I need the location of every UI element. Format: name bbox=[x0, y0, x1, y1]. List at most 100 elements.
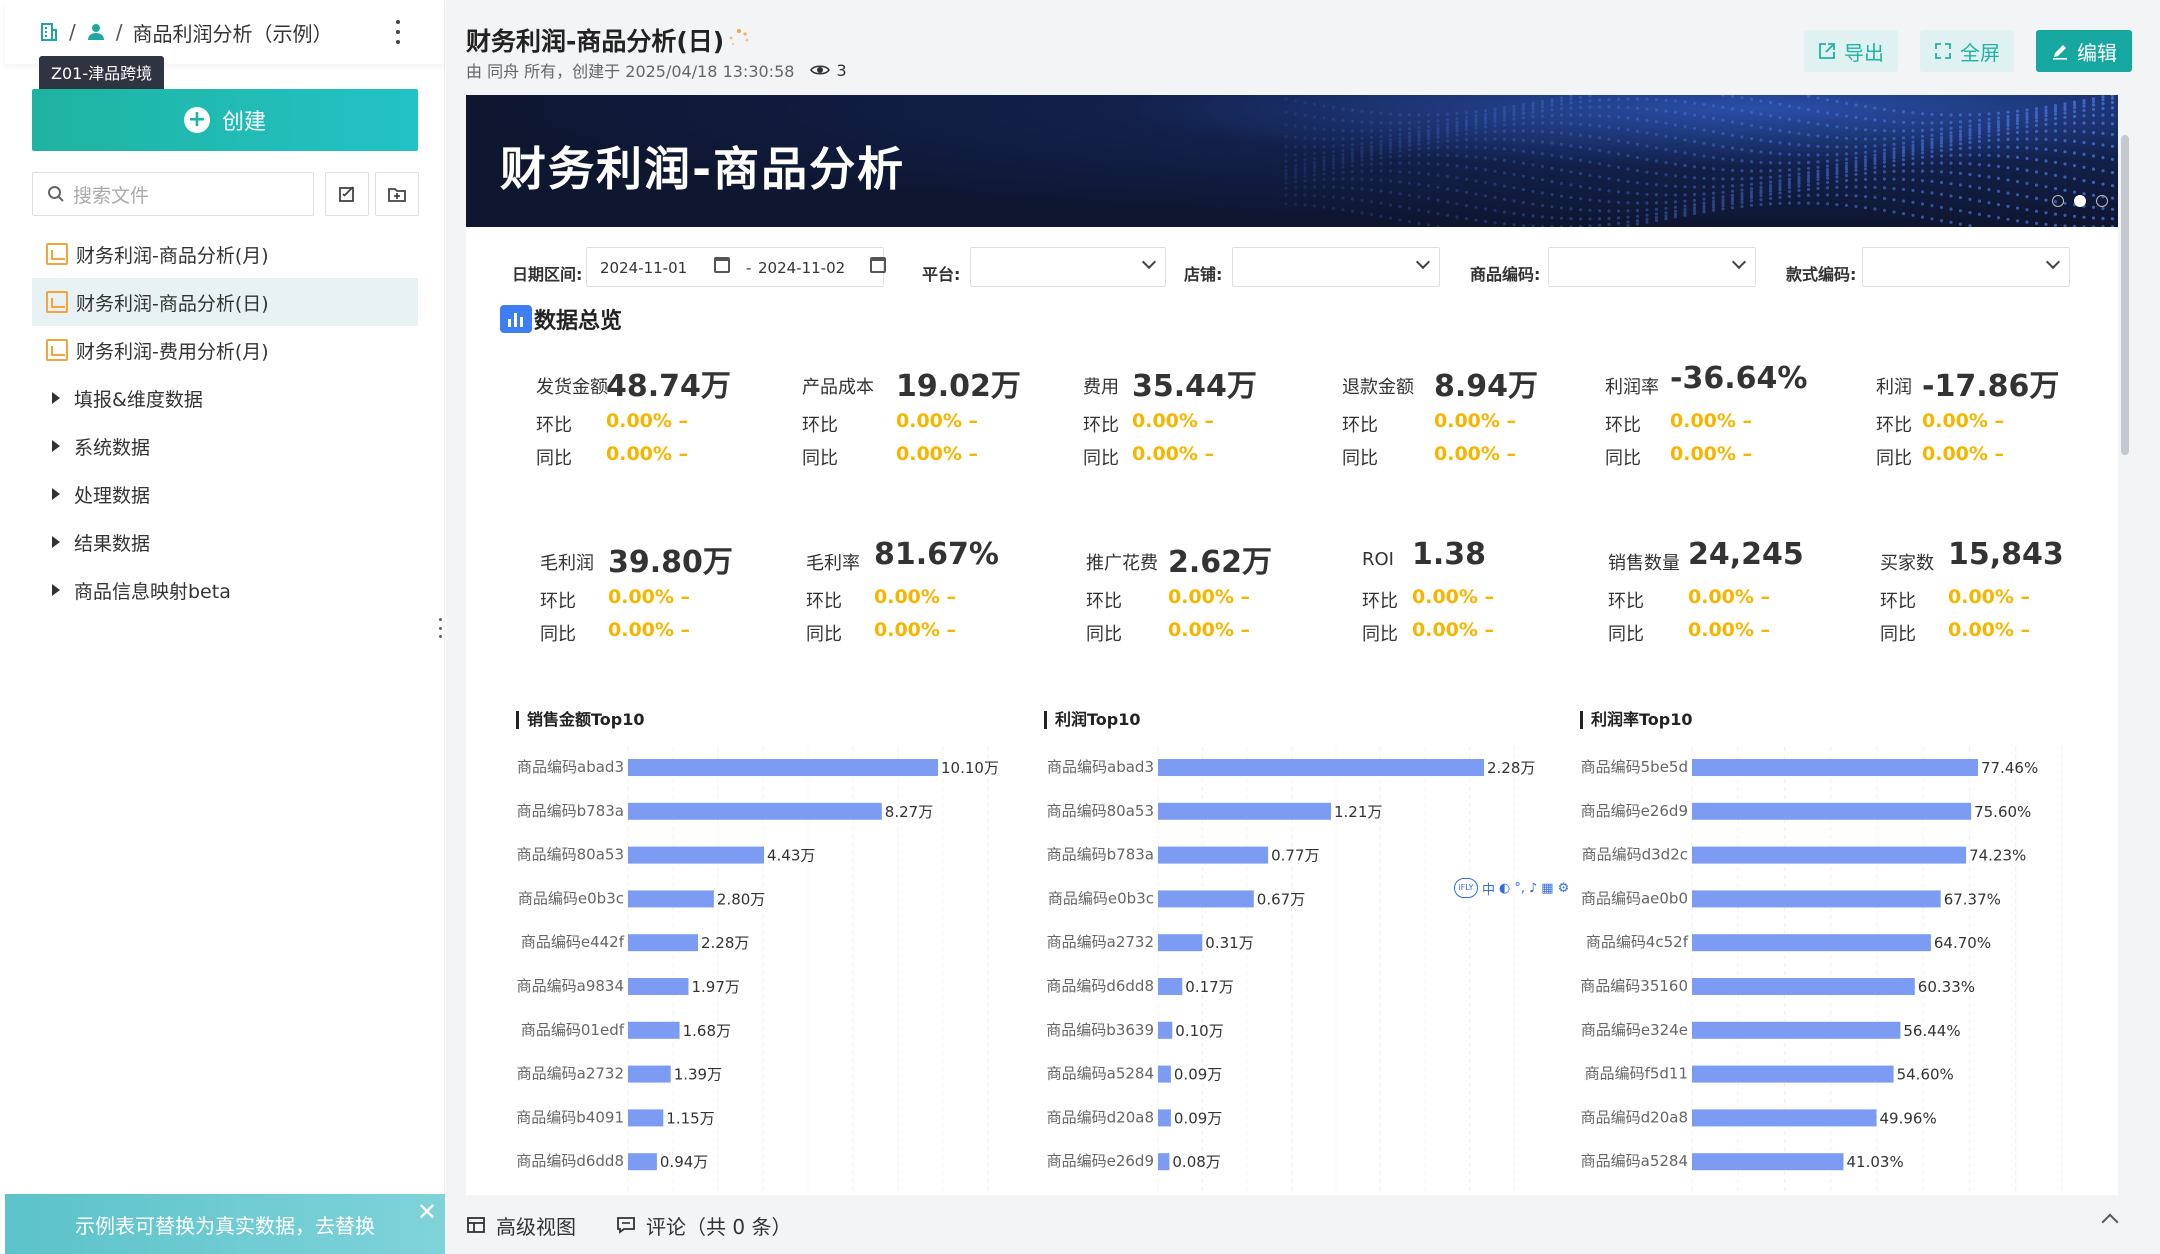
chart-bar[interactable] bbox=[628, 1153, 657, 1171]
chart-bar[interactable] bbox=[1692, 934, 1931, 952]
chart-bar[interactable] bbox=[628, 846, 764, 864]
banner-carousel-indicator[interactable] bbox=[2052, 195, 2108, 207]
search-input[interactable]: 搜索文件 bbox=[32, 172, 314, 216]
sample-data-notice[interactable]: 示例表可替换为真实数据，去替换 ✕ bbox=[5, 1194, 445, 1254]
close-icon[interactable]: ✕ bbox=[416, 1198, 437, 1226]
date-range-picker[interactable] bbox=[586, 247, 884, 287]
chart-bar[interactable] bbox=[628, 759, 938, 776]
tree-item-expense-monthly[interactable]: 财务利润-费用分析(月) bbox=[32, 326, 418, 374]
tree-folder-system[interactable]: 系统数据 bbox=[32, 422, 418, 470]
pen-icon bbox=[2053, 45, 2067, 60]
batch-edit-button[interactable] bbox=[325, 172, 369, 216]
chart-bar[interactable] bbox=[1158, 759, 1484, 776]
overview-title: 数据总览 bbox=[534, 309, 623, 334]
chart-bar[interactable] bbox=[1158, 890, 1254, 908]
chart-bar[interactable] bbox=[1158, 1109, 1171, 1127]
kpi-yoy-value: 0.00% – bbox=[1922, 443, 2005, 465]
ime-logo-icon[interactable]: iFLY bbox=[1454, 878, 1478, 898]
chart-bar[interactable] bbox=[628, 890, 714, 908]
carousel-dot-active[interactable] bbox=[2074, 195, 2086, 207]
tree-folder-fill-dimension[interactable]: 填报&维度数据 bbox=[32, 374, 418, 422]
new-folder-button[interactable] bbox=[375, 172, 419, 216]
style-code-select[interactable] bbox=[1862, 247, 2070, 287]
chart-bar[interactable] bbox=[1692, 1021, 1901, 1039]
ime-moon-icon[interactable]: ◐ bbox=[1499, 880, 1511, 896]
edit-button[interactable]: 编辑 bbox=[2036, 30, 2132, 72]
chart-bar[interactable] bbox=[628, 978, 689, 995]
scrollbar-thumb[interactable] bbox=[2121, 135, 2129, 455]
chart-bar[interactable] bbox=[1158, 1065, 1171, 1083]
advanced-view-button[interactable]: 高级视图 bbox=[466, 1211, 576, 1240]
chart-bar[interactable] bbox=[628, 1109, 664, 1127]
chart-bar[interactable] bbox=[1158, 978, 1183, 995]
chart-bar[interactable] bbox=[1158, 1021, 1173, 1039]
chart-bar[interactable] bbox=[628, 1065, 671, 1083]
ime-toolbar[interactable]: iFLY 中 ◐ °, ♪ ▦ ⚙ bbox=[1454, 876, 1569, 900]
chart-bar[interactable] bbox=[628, 934, 698, 952]
kpi-yoy-label: 同比 bbox=[1362, 624, 1398, 645]
export-icon bbox=[1819, 43, 1835, 59]
chart-category-label: 商品编码d6dd8 bbox=[1046, 977, 1154, 995]
chevron-up-icon[interactable] bbox=[2101, 1213, 2119, 1231]
chart-category-label: 商品编码abad3 bbox=[517, 758, 624, 776]
chart-bar[interactable] bbox=[1692, 846, 1967, 864]
kpi-mom-label: 环比 bbox=[540, 591, 576, 612]
chart-category-label: 商品编码e26d9 bbox=[1581, 802, 1688, 820]
notice-text[interactable]: 示例表可替换为真实数据，去替换 bbox=[75, 1213, 375, 1238]
ime-mic-icon[interactable]: ♪ bbox=[1529, 880, 1538, 896]
kpi-mom-label: 环比 bbox=[1876, 415, 1912, 436]
chart-bar[interactable] bbox=[1692, 1109, 1877, 1127]
building-icon[interactable] bbox=[39, 22, 59, 42]
chart-bar[interactable] bbox=[1158, 1153, 1170, 1171]
platform-select[interactable] bbox=[970, 247, 1166, 287]
tree-folder-processing[interactable]: 处理数据 bbox=[32, 470, 418, 518]
calendar-icon[interactable] bbox=[870, 257, 886, 273]
create-button[interactable]: + 创建 bbox=[32, 89, 418, 151]
scrollbar[interactable] bbox=[2119, 95, 2131, 1195]
kpi-yoy-value: 0.00% – bbox=[1688, 619, 1771, 641]
ime-keyboard-icon[interactable]: ▦ bbox=[1541, 880, 1554, 896]
chart-bar[interactable] bbox=[1158, 802, 1331, 820]
tree-item-report-monthly[interactable]: 财务利润-商品分析(月) bbox=[32, 230, 418, 278]
ime-chinese-icon[interactable]: 中 bbox=[1482, 882, 1496, 898]
export-button[interactable]: 导出 bbox=[1804, 30, 1898, 72]
chart-bar[interactable] bbox=[628, 1021, 680, 1039]
caret-right-icon[interactable] bbox=[52, 584, 60, 596]
fullscreen-button[interactable]: 全屏 bbox=[1920, 30, 2014, 72]
chart-bar[interactable] bbox=[1158, 846, 1269, 864]
caret-right-icon[interactable] bbox=[52, 440, 60, 452]
tree-item-report-daily[interactable]: 财务利润-商品分析(日) bbox=[32, 278, 418, 326]
product-code-select[interactable] bbox=[1548, 247, 1756, 287]
tree-folder-product-mapping[interactable]: 商品信息映射beta bbox=[32, 566, 418, 614]
kpi-mom-value: 0.00% – bbox=[608, 586, 691, 608]
calendar-icon[interactable] bbox=[714, 257, 730, 273]
carousel-dot[interactable] bbox=[2052, 195, 2064, 207]
chart-bar[interactable] bbox=[1692, 890, 1941, 908]
ime-settings-icon[interactable]: ⚙ bbox=[1557, 880, 1570, 896]
kpi-yoy-label: 同比 bbox=[802, 448, 838, 469]
tree-folder-result[interactable]: 结果数据 bbox=[32, 518, 418, 566]
table-view-icon bbox=[467, 1217, 485, 1233]
carousel-dot[interactable] bbox=[2096, 195, 2108, 207]
user-icon[interactable] bbox=[86, 22, 106, 42]
caret-right-icon[interactable] bbox=[52, 488, 60, 500]
chart-value-label: 0.09万 bbox=[1174, 1066, 1222, 1084]
sidebar-resize-handle[interactable] bbox=[439, 618, 443, 638]
date-end[interactable]: 2024-11-02 bbox=[758, 259, 846, 277]
bottom-toolbar: 高级视图 评论（共 0 条） bbox=[446, 1196, 2160, 1254]
ime-punctuation-icon[interactable]: °, bbox=[1514, 880, 1525, 896]
chart-bar[interactable] bbox=[1692, 802, 1972, 820]
more-options-icon[interactable] bbox=[394, 20, 402, 44]
chart-bar[interactable] bbox=[1692, 978, 1915, 995]
chart-bar[interactable] bbox=[1692, 1065, 1894, 1083]
shop-select[interactable] bbox=[1232, 247, 1440, 287]
chart-bar[interactable] bbox=[1692, 759, 1978, 776]
caret-right-icon[interactable] bbox=[52, 536, 60, 548]
chart-bar[interactable] bbox=[1692, 1153, 1844, 1171]
caret-right-icon[interactable] bbox=[52, 392, 60, 404]
chart-bar[interactable] bbox=[628, 802, 882, 820]
breadcrumb: / / 商品利润分析（示例） bbox=[5, 0, 445, 64]
date-start[interactable]: 2024-11-01 bbox=[600, 259, 688, 277]
chart-bar[interactable] bbox=[1158, 934, 1203, 952]
comments-button[interactable]: 评论（共 0 条） bbox=[616, 1211, 791, 1240]
